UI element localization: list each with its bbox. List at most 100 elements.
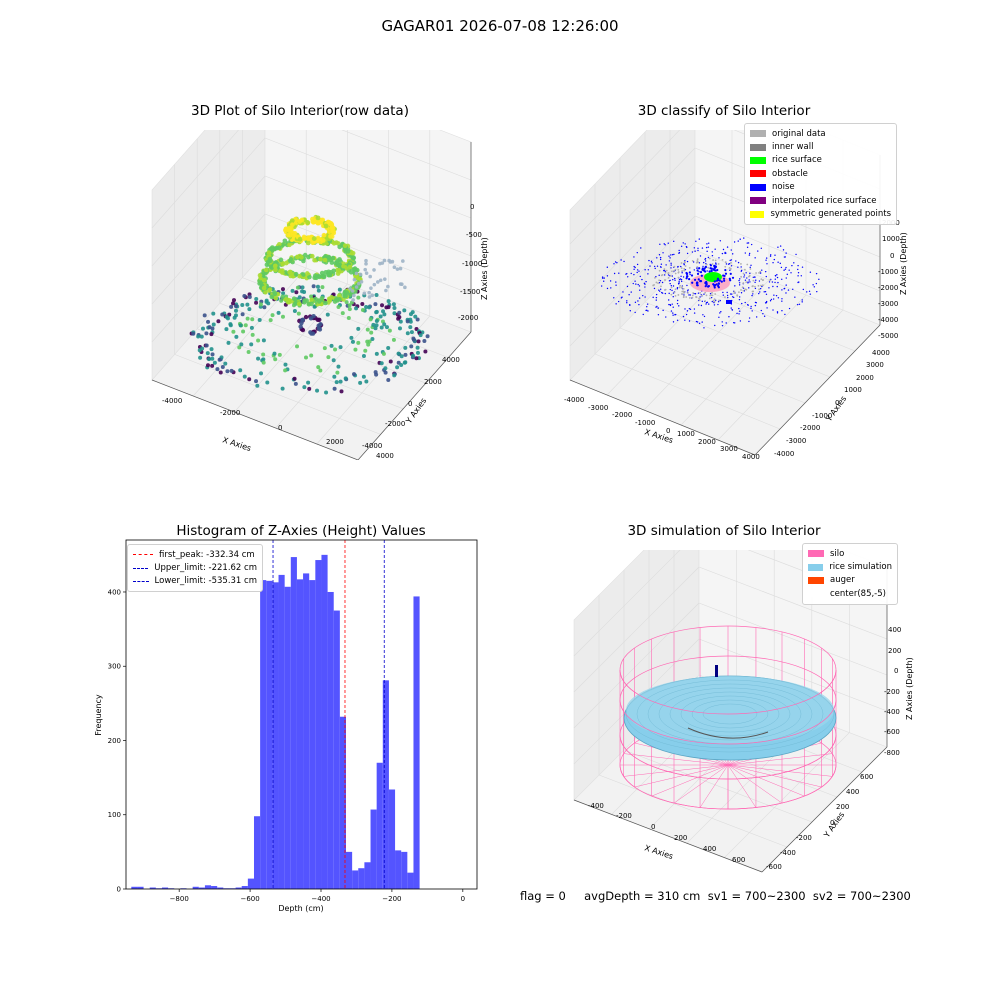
noise-point (793, 262, 795, 264)
noise-point (717, 301, 720, 303)
noise-point (746, 242, 748, 244)
noise-point (769, 255, 772, 257)
data-point (311, 219, 316, 225)
original-point (677, 276, 680, 279)
noise-point (801, 266, 804, 268)
noise-point (704, 281, 707, 285)
data-point (402, 308, 407, 313)
legend-line-swatch (133, 554, 153, 556)
histogram-bar (272, 582, 279, 889)
noise-point (783, 256, 786, 258)
noise-point (773, 294, 775, 296)
histogram-bar (284, 586, 291, 889)
data-point (241, 329, 246, 334)
data-point (326, 255, 332, 261)
data-point (364, 262, 368, 266)
data-point (309, 297, 314, 303)
noise-point (703, 315, 706, 318)
data-point (264, 299, 269, 304)
rice-mesh-line (669, 691, 791, 737)
grid-line (569, 215, 696, 347)
noise-point (720, 311, 722, 313)
noise-point (698, 267, 701, 270)
noise-point (636, 269, 639, 271)
noise-point (776, 285, 778, 288)
noise-point (672, 285, 675, 287)
histogram-bar (198, 887, 205, 889)
grid-line (594, 353, 781, 430)
noise-point (658, 289, 660, 291)
original-point (758, 272, 760, 274)
data-point (356, 295, 361, 300)
data-point (401, 259, 405, 263)
noise-point (647, 310, 649, 312)
noise-point (708, 242, 710, 244)
data-point (374, 351, 379, 356)
data-point (320, 285, 325, 290)
grid-line (643, 279, 770, 411)
data-point (233, 304, 238, 309)
noise-point (725, 322, 727, 324)
noise-point (791, 264, 793, 267)
noise-point (629, 310, 631, 312)
grid-line (569, 181, 696, 313)
data-point (263, 267, 269, 273)
grid-line (573, 550, 681, 657)
data-point (365, 339, 370, 344)
data-point (280, 262, 285, 267)
data-point (292, 308, 297, 313)
data-point (397, 326, 402, 331)
data-point (386, 346, 391, 351)
noise-point (816, 290, 818, 293)
noise-point (668, 303, 670, 306)
noise-point (770, 254, 772, 256)
noise-point (646, 303, 649, 305)
x-tick-label: 0 (651, 823, 655, 831)
noise-point (751, 310, 753, 312)
z-tick-label: -1500 (460, 288, 480, 296)
x-tick-label: -1000 (635, 419, 655, 427)
data-point (265, 380, 270, 385)
original-point (673, 269, 675, 272)
original-point (762, 284, 764, 287)
original-point (678, 286, 681, 289)
x-tick-label: 4000 (376, 452, 394, 460)
data-point (210, 363, 215, 368)
data-point (370, 293, 375, 298)
original-point (691, 294, 694, 297)
data-point (396, 351, 401, 356)
data-point (397, 310, 402, 315)
data-point (300, 285, 305, 290)
x-axis-line (573, 799, 763, 873)
y-tick-label: -2000 (385, 420, 405, 428)
noise-point (735, 260, 737, 262)
y-tick-label: 3000 (866, 361, 884, 369)
legend-entry: inner wall (750, 140, 891, 153)
noise-point (671, 289, 673, 292)
noise-point (654, 267, 656, 270)
x-tick-label: 600 (732, 856, 745, 864)
grid-line (219, 302, 426, 384)
noise-point (672, 321, 675, 323)
legend-swatch (808, 563, 824, 571)
data-point (364, 305, 369, 310)
noise-point (659, 258, 662, 261)
x-tick-label: -2000 (612, 411, 632, 419)
noise-point (632, 282, 634, 285)
rice-mesh-line (702, 703, 758, 725)
noise-point (749, 281, 751, 283)
noise-point (754, 301, 757, 304)
data-point (205, 351, 210, 356)
data-point (220, 365, 225, 370)
data-point (354, 271, 359, 276)
data-point (386, 305, 391, 310)
noise-point (633, 256, 635, 258)
legend-label: noise (772, 182, 795, 193)
data-point (254, 379, 259, 384)
grid-line (698, 602, 888, 676)
noise-point (615, 281, 617, 283)
data-point (242, 374, 247, 379)
noise-point (731, 296, 734, 298)
noise-point (714, 265, 718, 268)
data-point (229, 304, 234, 309)
